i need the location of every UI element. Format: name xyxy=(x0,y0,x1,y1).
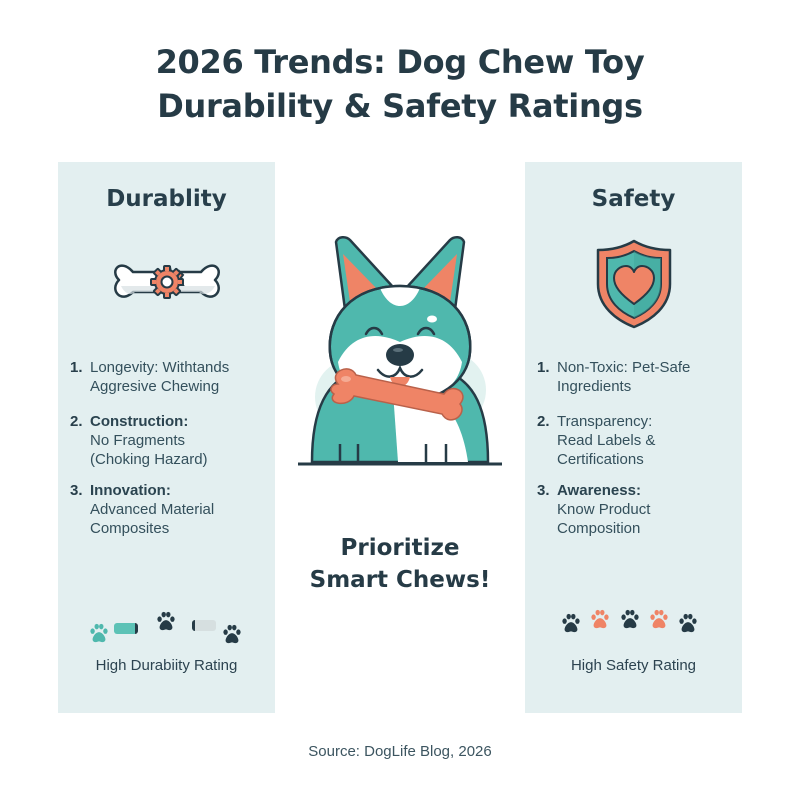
item-label: Non-Toxic: Pet-Safe xyxy=(557,359,691,376)
safety-rating-label: High Safety Rating xyxy=(570,657,697,674)
durability-list: 1. Longevity: Withtands Aggresive Chewin… xyxy=(70,358,267,550)
tagline-line-2: Smart Chews! xyxy=(309,567,491,593)
item-description: Advanced Material Composites xyxy=(90,501,215,537)
safety-rating-icons xyxy=(525,602,742,652)
durability-panel: Durablity xyxy=(58,162,275,713)
item-description: Read Labels & Certifications xyxy=(557,432,656,468)
rating-bar-grey xyxy=(192,620,216,631)
bone-gear-icon xyxy=(58,254,275,310)
item-description: Know Product Composition xyxy=(557,501,651,537)
title-line-2: Durability & Safety Ratings xyxy=(157,87,643,125)
item-number: 2. xyxy=(537,413,550,430)
item-description: Aggresive Chewing xyxy=(90,378,220,395)
safety-heading: Safety xyxy=(591,186,676,212)
rating-bar-teal xyxy=(114,623,138,634)
safety-item-non-toxic: 1. Non-Toxic: Pet-Safe Ingredients xyxy=(537,358,734,396)
item-label: Construction: xyxy=(90,413,189,430)
page-title: 2026 Trends: Dog Chew Toy Durability & S… xyxy=(0,40,800,128)
safety-panel: Safety 1. Non-Toxic: Pet-Safe Ingredient… xyxy=(525,162,742,713)
item-description: Ingredients xyxy=(557,378,632,395)
durability-rating-label: High Durabiity Rating xyxy=(95,657,238,674)
durability-item-longevity: 1. Longevity: Withtands Aggresive Chewin… xyxy=(70,358,267,396)
paw-dark-icon xyxy=(619,608,641,630)
item-label: Awareness: xyxy=(557,482,641,499)
item-number: 1. xyxy=(70,359,83,376)
item-number: 3. xyxy=(70,482,83,499)
safety-list: 1. Non-Toxic: Pet-Safe Ingredients 2. Tr… xyxy=(537,358,734,550)
paw-coral-icon xyxy=(589,608,611,630)
item-label: Longevity: Withtands xyxy=(90,359,230,376)
item-label: Innovation: xyxy=(90,482,171,499)
item-number: 3. xyxy=(537,482,550,499)
safety-item-awareness: 3. Awareness: Know Product Composition xyxy=(537,481,734,538)
item-number: 2. xyxy=(70,413,83,430)
safety-item-transparency: 2. Transparency: Read Labels & Certifica… xyxy=(537,412,734,469)
item-description: No Fragments (Choking Hazard) xyxy=(90,432,208,468)
shield-heart-icon xyxy=(525,238,742,330)
paw-dark-icon xyxy=(221,623,243,645)
paw-dark-icon xyxy=(155,610,177,632)
source-citation: Source: DogLife Blog, 2026 xyxy=(308,743,492,760)
title-line-1: 2026 Trends: Dog Chew Toy xyxy=(155,43,645,81)
durability-item-innovation: 3. Innovation: Advanced Material Composi… xyxy=(70,481,267,538)
durability-heading: Durablity xyxy=(106,186,227,212)
paw-teal-icon xyxy=(88,622,110,644)
durability-item-construction: 2. Construction: No Fragments (Choking H… xyxy=(70,412,267,469)
dog-with-bone-illustration xyxy=(298,232,502,470)
center-tagline: Prioritize Smart Chews! xyxy=(280,532,520,596)
durability-rating-icons xyxy=(58,602,275,652)
tagline-line-1: Prioritize xyxy=(340,535,460,561)
item-label: Transparency: xyxy=(557,413,653,430)
paw-coral-icon xyxy=(648,608,670,630)
paw-dark-icon xyxy=(560,612,582,634)
paw-dark-icon xyxy=(677,612,699,634)
item-number: 1. xyxy=(537,359,550,376)
